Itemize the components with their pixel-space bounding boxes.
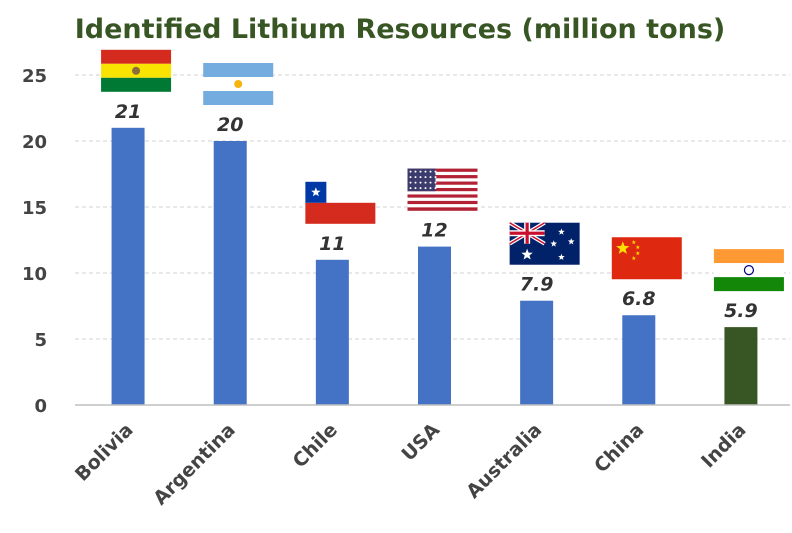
x-tick-label: Chile xyxy=(289,419,342,472)
y-tick-label: 15 xyxy=(22,198,47,219)
usa-flag-icon xyxy=(407,168,478,211)
bar-chile xyxy=(315,259,349,405)
chile-flag-icon xyxy=(305,181,376,224)
data-label: 12 xyxy=(421,220,447,242)
x-tick-label: USA xyxy=(397,419,444,466)
x-axis-ticks: Bolivia Argentina Chile USA Australia China In… xyxy=(71,419,751,510)
x-tick-label: India xyxy=(697,419,750,472)
australia-flag-icon xyxy=(508,221,580,265)
bolivia-flag-icon xyxy=(101,49,172,92)
data-label: 7.9 xyxy=(520,274,554,296)
y-tick-label: 25 xyxy=(22,66,47,87)
data-label: 21 xyxy=(115,101,141,123)
data-labels: 21 20 11 12 7.9 6.8 5.9 xyxy=(115,101,758,322)
y-tick-label: 0 xyxy=(34,396,47,417)
india-flag-icon xyxy=(713,249,784,292)
bar-australia xyxy=(520,300,554,405)
data-label: 20 xyxy=(217,114,243,136)
chart-title: Identified Lithium Resources (million to… xyxy=(75,14,726,45)
y-axis-ticks: 0 5 10 15 20 25 xyxy=(22,66,47,417)
y-tick-label: 10 xyxy=(22,264,47,285)
y-tick-label: 20 xyxy=(22,132,47,153)
bar-argentina xyxy=(213,141,247,405)
y-tick-label: 5 xyxy=(34,330,47,351)
argentina-flag-icon xyxy=(203,63,274,105)
bar-india xyxy=(724,327,758,405)
bar-china xyxy=(622,315,656,405)
data-label: 11 xyxy=(319,233,345,255)
flags xyxy=(101,49,784,292)
x-tick-label: Australia xyxy=(462,419,546,503)
bars xyxy=(111,127,758,406)
x-tick-label: Argentina xyxy=(149,419,240,510)
bar-usa xyxy=(418,246,451,405)
x-tick-label: China xyxy=(590,419,648,477)
china-flag-icon xyxy=(611,237,682,280)
bar-bolivia xyxy=(111,127,145,406)
x-tick-label: Bolivia xyxy=(71,419,138,486)
data-label: 5.9 xyxy=(724,300,758,322)
data-label: 6.8 xyxy=(622,288,656,310)
